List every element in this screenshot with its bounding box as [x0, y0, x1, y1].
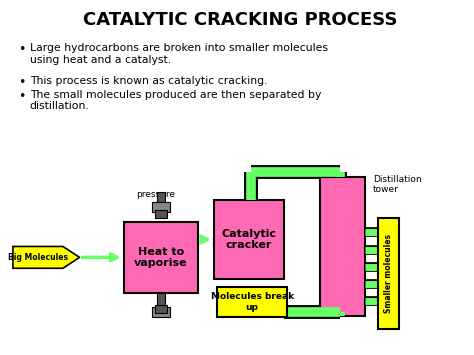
- Text: This process is known as catalytic cracking.: This process is known as catalytic crack…: [29, 76, 267, 86]
- Text: •: •: [18, 43, 25, 56]
- Bar: [157, 293, 165, 309]
- Text: •: •: [18, 76, 25, 89]
- Bar: [214, 200, 284, 279]
- Text: •: •: [18, 90, 25, 103]
- Bar: [152, 307, 170, 317]
- Bar: [217, 287, 287, 317]
- Bar: [155, 210, 167, 218]
- Text: Distillation
tower: Distillation tower: [373, 175, 421, 195]
- Bar: [124, 222, 198, 293]
- Bar: [157, 192, 165, 204]
- Text: pressure: pressure: [137, 190, 175, 199]
- Text: Catalytic
cracker: Catalytic cracker: [222, 229, 277, 250]
- Bar: [152, 202, 170, 212]
- Text: Smaller molecules: Smaller molecules: [384, 234, 393, 313]
- Bar: [377, 218, 399, 329]
- Text: Heat to
vaporise: Heat to vaporise: [134, 247, 188, 268]
- Text: CATALYTIC CRACKING PROCESS: CATALYTIC CRACKING PROCESS: [83, 11, 398, 29]
- Bar: [319, 177, 365, 316]
- Text: Big Molecules: Big Molecules: [8, 253, 68, 262]
- Bar: [155, 305, 167, 313]
- Text: Large hydrocarbons are broken into smaller molecules
using heat and a catalyst.: Large hydrocarbons are broken into small…: [29, 43, 328, 65]
- Polygon shape: [13, 246, 80, 268]
- Text: Molecules break
up: Molecules break up: [210, 292, 293, 312]
- Text: The small molecules produced are then separated by
distillation.: The small molecules produced are then se…: [29, 90, 321, 111]
